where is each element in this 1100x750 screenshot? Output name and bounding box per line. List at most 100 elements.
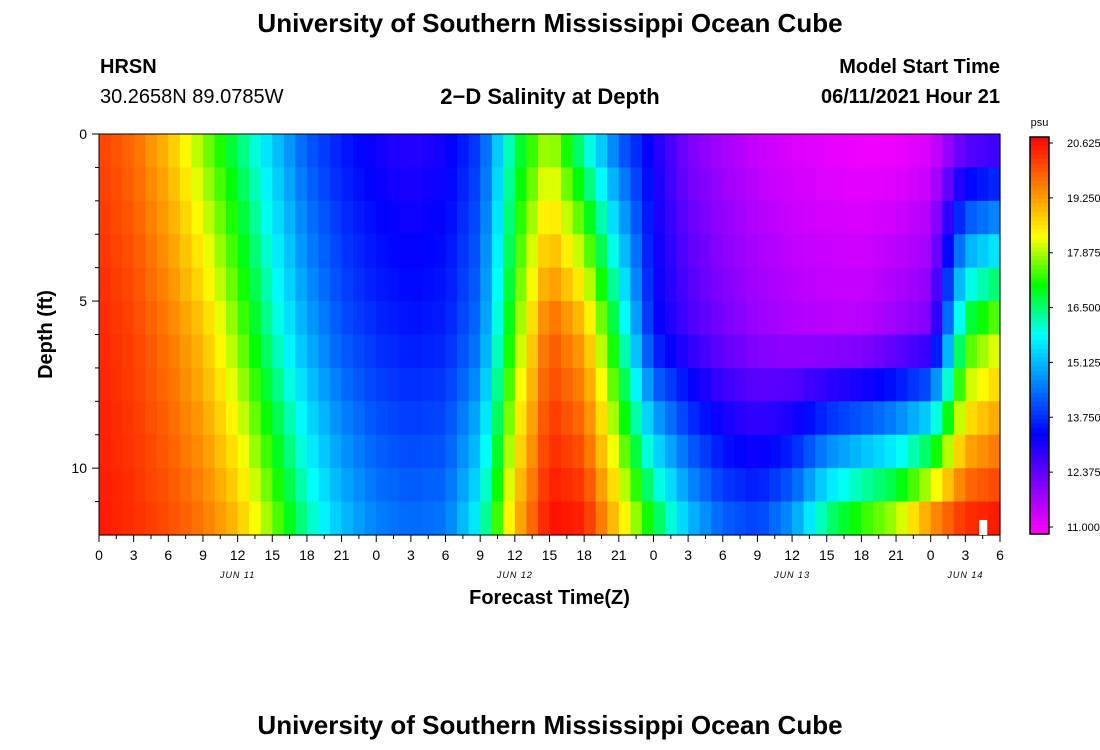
heatmap-cell: [942, 401, 955, 436]
heatmap-cell: [341, 200, 354, 235]
heatmap-cell: [214, 200, 227, 235]
heatmap-cell: [387, 468, 400, 503]
heatmap-cell: [838, 234, 851, 269]
heatmap-cell: [792, 301, 805, 336]
heatmap-cell: [838, 301, 851, 336]
heatmap-cell: [699, 434, 712, 469]
heatmap-cell: [457, 434, 470, 469]
heatmap-cell: [537, 434, 551, 469]
heatmap-cell: [295, 468, 308, 503]
heatmap-cell: [861, 434, 874, 469]
heatmap-cell: [226, 468, 239, 503]
heatmap-cell: [353, 468, 366, 503]
heatmap-cell: [861, 468, 874, 503]
colorbar-segment: [1030, 242, 1049, 248]
heatmap-cell: [953, 267, 966, 302]
heatmap-cell: [676, 434, 689, 469]
colorbar-segment: [1030, 388, 1049, 394]
heatmap-cell: [665, 367, 678, 402]
heatmap-cell: [422, 267, 435, 302]
heatmap-cell: [607, 301, 620, 336]
heatmap-cell: [491, 134, 504, 169]
heatmap-cell: [410, 200, 424, 235]
heatmap-cell: [780, 267, 793, 302]
heatmap-cell: [110, 334, 123, 369]
heatmap-cell: [584, 401, 597, 436]
heatmap-cell: [306, 134, 320, 169]
heatmap-cell: [688, 134, 701, 169]
heatmap-cell: [595, 134, 608, 169]
heatmap-cell: [168, 200, 181, 235]
colorbar-segment: [1030, 467, 1049, 473]
heatmap-cell: [364, 434, 377, 469]
heatmap-cell: [202, 501, 216, 536]
heatmap-cell: [607, 200, 620, 235]
heatmap-cell: [780, 468, 793, 503]
heatmap-cell: [399, 301, 412, 336]
heatmap-cell: [491, 434, 504, 469]
colorbar-segment: [1030, 392, 1049, 398]
heatmap-cell: [884, 468, 897, 503]
colorbar-segment: [1030, 225, 1049, 231]
heatmap-cell: [780, 134, 793, 169]
heatmap-cell: [364, 367, 377, 402]
heatmap-cell: [676, 367, 689, 402]
heatmap-cell: [283, 200, 296, 235]
heatmap-cell: [156, 367, 169, 402]
heatmap-cell: [641, 501, 655, 536]
heatmap-cell: [676, 200, 689, 235]
heatmap-cell: [838, 267, 851, 302]
heatmap-cell: [306, 334, 320, 369]
heatmap-cell: [676, 134, 689, 169]
heatmap-cell: [919, 401, 932, 436]
colorbar-segment: [1030, 516, 1049, 522]
heatmap-cell: [191, 134, 204, 169]
heatmap-cell: [988, 200, 1001, 235]
heatmap-cell: [145, 200, 158, 235]
heatmap-cell: [838, 401, 851, 436]
heatmap-cell: [722, 167, 735, 202]
heatmap-cell: [283, 301, 296, 336]
x-tick-label: 21: [334, 547, 350, 563]
heatmap-cell: [237, 468, 250, 503]
heatmap-cell: [953, 501, 966, 536]
heatmap-cell: [688, 301, 701, 336]
heatmap-cell: [318, 334, 331, 369]
heatmap-cell: [618, 134, 631, 169]
heatmap-cell: [191, 334, 204, 369]
heatmap-cell: [942, 267, 955, 302]
colorbar-segment: [1030, 397, 1049, 403]
heatmap-cell: [537, 468, 551, 503]
heatmap-cell: [145, 267, 158, 302]
heatmap-cell: [133, 234, 146, 269]
heatmap-cell: [907, 334, 920, 369]
heatmap-cell: [503, 501, 516, 536]
heatmap-cell: [665, 334, 678, 369]
heatmap-cell: [919, 267, 932, 302]
heatmap-cell: [688, 468, 701, 503]
heatmap-cell: [734, 334, 747, 369]
heatmap-cell: [768, 501, 782, 536]
heatmap-cell: [433, 167, 447, 202]
heatmap-cell: [618, 301, 631, 336]
heatmap-cell: [179, 501, 193, 536]
heatmap-cell: [237, 267, 250, 302]
heatmap-cell: [722, 434, 735, 469]
heatmap-cell: [537, 167, 551, 202]
heatmap-cell: [410, 434, 424, 469]
heatmap-cell: [711, 301, 724, 336]
heatmap-cell: [457, 134, 470, 169]
heatmap-cell: [433, 134, 447, 169]
heatmap-cell: [422, 134, 435, 169]
heatmap-cell: [561, 367, 574, 402]
heatmap-cell: [711, 334, 724, 369]
x-tick-label: 21: [888, 547, 904, 563]
heatmap-cell: [630, 167, 643, 202]
colorbar-segment: [1030, 379, 1049, 385]
heatmap-cell: [907, 134, 920, 169]
heatmap-cell: [618, 434, 631, 469]
heatmap-cell: [861, 301, 874, 336]
heatmap-cell: [953, 334, 966, 369]
heatmap-cell: [353, 501, 366, 536]
heatmap-cell: [722, 134, 735, 169]
